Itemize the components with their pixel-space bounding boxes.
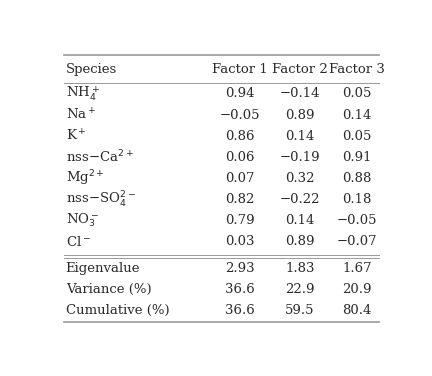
Text: Na$^+$: Na$^+$ xyxy=(66,108,96,123)
Text: 0.86: 0.86 xyxy=(225,130,254,143)
Text: −0.05: −0.05 xyxy=(219,109,260,121)
Text: 0.18: 0.18 xyxy=(342,193,372,206)
Text: 1.83: 1.83 xyxy=(285,262,315,275)
Text: Species: Species xyxy=(66,63,117,76)
Text: 1.67: 1.67 xyxy=(342,262,372,275)
Text: nss$-$SO$_4^{2-}$: nss$-$SO$_4^{2-}$ xyxy=(66,190,136,210)
Text: nss$-$Ca$^{2+}$: nss$-$Ca$^{2+}$ xyxy=(66,149,133,165)
Text: 59.5: 59.5 xyxy=(285,304,315,317)
Text: Cl$^-$: Cl$^-$ xyxy=(66,235,91,249)
Text: 0.06: 0.06 xyxy=(225,151,254,164)
Text: −0.22: −0.22 xyxy=(280,193,320,206)
Text: −0.07: −0.07 xyxy=(337,235,377,249)
Text: 0.05: 0.05 xyxy=(342,87,372,100)
Text: 2.93: 2.93 xyxy=(225,262,254,275)
Text: 0.88: 0.88 xyxy=(342,172,372,185)
Text: 0.94: 0.94 xyxy=(225,87,254,100)
Text: 0.89: 0.89 xyxy=(285,235,315,249)
Text: NH$_4^+$: NH$_4^+$ xyxy=(66,85,99,103)
Text: K$^+$: K$^+$ xyxy=(66,129,86,144)
Text: 36.6: 36.6 xyxy=(225,304,255,317)
Text: −0.05: −0.05 xyxy=(337,214,377,227)
Text: Factor 2: Factor 2 xyxy=(272,63,328,76)
Text: 0.07: 0.07 xyxy=(225,172,254,185)
Text: 80.4: 80.4 xyxy=(342,304,372,317)
Text: 0.03: 0.03 xyxy=(225,235,254,249)
Text: 0.14: 0.14 xyxy=(342,109,372,121)
Text: 0.82: 0.82 xyxy=(225,193,254,206)
Text: 0.14: 0.14 xyxy=(286,214,315,227)
Text: Factor 3: Factor 3 xyxy=(329,63,385,76)
Text: Factor 1: Factor 1 xyxy=(212,63,268,76)
Text: 0.79: 0.79 xyxy=(225,214,254,227)
Text: NO$_3^-$: NO$_3^-$ xyxy=(66,212,99,229)
Text: 0.05: 0.05 xyxy=(342,130,372,143)
Text: Cumulative (%): Cumulative (%) xyxy=(66,304,169,317)
Text: −0.19: −0.19 xyxy=(280,151,321,164)
Text: 0.14: 0.14 xyxy=(286,130,315,143)
Text: −0.14: −0.14 xyxy=(280,87,320,100)
Text: Mg$^{2+}$: Mg$^{2+}$ xyxy=(66,169,105,188)
Text: 0.91: 0.91 xyxy=(342,151,372,164)
Text: 0.32: 0.32 xyxy=(285,172,315,185)
Text: Eigenvalue: Eigenvalue xyxy=(66,262,140,275)
Text: 20.9: 20.9 xyxy=(342,283,372,296)
Text: 22.9: 22.9 xyxy=(285,283,315,296)
Text: 36.6: 36.6 xyxy=(225,283,255,296)
Text: 0.89: 0.89 xyxy=(285,109,315,121)
Text: Variance (%): Variance (%) xyxy=(66,283,151,296)
